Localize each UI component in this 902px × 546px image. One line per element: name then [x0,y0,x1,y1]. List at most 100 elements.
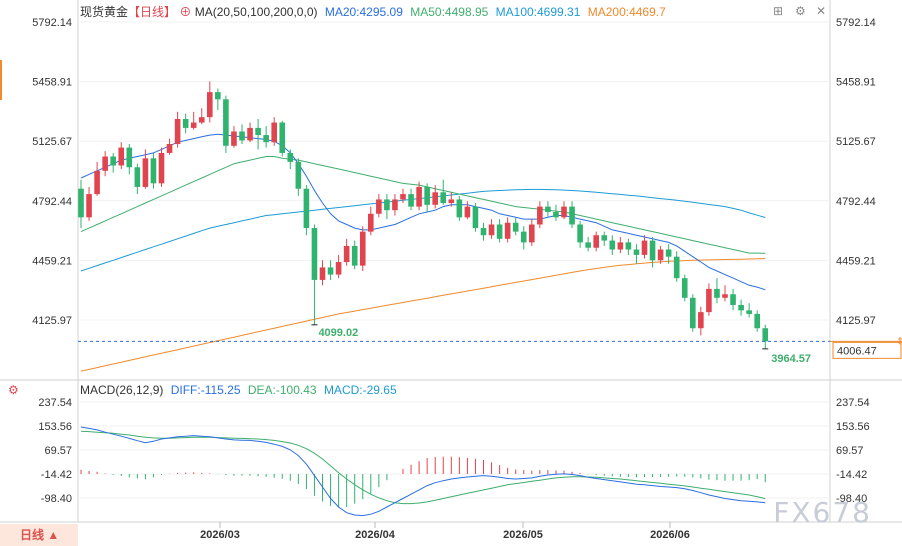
candle-body [343,245,350,263]
price-tick-left: 4792.44 [32,196,72,208]
candle-body [496,224,503,239]
candle-body [698,312,704,329]
candle-body [142,158,149,187]
candle-body [561,206,567,218]
candle-body [625,242,632,250]
macd-lines [80,426,766,517]
candle-body [504,222,511,239]
date-label: 2026/03 [200,529,240,541]
candle-body [738,304,744,311]
candle-body [569,206,575,225]
ma100-line [80,188,766,272]
candlestick-series[interactable] [78,81,769,349]
candle-body [94,170,100,195]
macd-gridlines [78,401,830,499]
candle-body [665,249,672,257]
macd-tick-left: -14.42 [41,469,72,481]
candle-body [512,222,519,232]
main-gridlines [78,21,830,321]
candle-body [553,211,559,218]
candle-body [681,278,688,298]
price-tick-right: 4459.21 [836,255,876,267]
price-tick-left: 4125.97 [32,315,72,327]
candle-body [198,117,205,123]
candle-body [633,249,640,255]
candle-body [376,199,382,214]
candle-body [690,297,696,329]
price-arrow-icon: ⇕ [896,336,902,347]
candle-body [416,186,422,207]
candle-body [271,122,277,143]
macd-tick-right: -98.40 [836,493,867,505]
settings-icon[interactable]: ⊕ [179,5,192,19]
candle-body [359,231,366,266]
period-selector-label: 日线 ▲ [20,528,60,542]
candle-body [593,235,599,248]
settings-gear-icon[interactable]: ⚙ [795,4,806,18]
candle-body [190,122,197,128]
candle-body [472,206,479,229]
price-annotations: 4006.47 ⇕ 4099.02 3964.57 [78,324,902,365]
macd-tick-left: -98.40 [41,493,72,505]
candle-body [126,147,133,168]
macd-legend: MACD(26,12,9) DIFF:-115.25 DEA:-100.43 M… [80,383,397,397]
candle-body [215,92,221,100]
macd-diff-value: DIFF:-115.25 [170,383,241,397]
candle-body [480,228,487,236]
date-label: 2026/04 [355,529,396,541]
candle-body [247,127,253,141]
ma50-line [80,156,766,254]
candle-body [464,206,471,218]
candle-body [392,199,398,211]
candle-body [545,206,551,212]
price-axis: 5792.14 5792.14 5458.91 5458.91 5125.67 5125.… [32,17,876,327]
candle-body [400,194,406,200]
indicator-settings-icon[interactable]: ⚙ [8,383,19,397]
candle-body [601,235,608,241]
chart-legend: 现货黄金【日线】 ⊕ MA(20,50,100,200,0,0) MA20:42… [80,5,666,19]
macd-tick-right: 153.56 [836,421,870,433]
candle-body [303,188,310,229]
candle-body [714,288,720,298]
candle-body [456,199,463,218]
candle-body [311,228,318,280]
candle-body [279,122,286,153]
price-tick-right: 5792.14 [836,17,876,29]
candle-body [754,313,760,329]
add-icon[interactable]: ⊞ [773,4,784,18]
macd-axis: 237.54 237.54 153.56 153.56 69.57 69.57 -14.42… [38,397,869,505]
candle-body [78,188,84,218]
candle-body [408,194,414,207]
low-price-label: 4099.02 [318,327,358,339]
ma200-line [80,258,766,372]
candle-body [166,144,173,153]
candle-body [577,224,583,243]
candle-body [432,192,438,205]
candle-body [440,192,447,204]
watermark: FX678 [773,496,872,529]
diff-line [80,426,766,517]
dea-line [80,430,766,505]
candle-body [520,231,527,243]
macd-value: MACD:-29.65 [323,383,397,397]
close-icon[interactable]: ✕ [816,4,827,18]
date-axis: 2026/03 2026/04 2026/05 2026/06 [200,522,690,541]
candle-body [118,147,125,166]
candle-body [722,294,728,298]
candle-body [231,131,237,146]
candle-body [263,135,269,143]
date-label: 2026/06 [650,529,690,541]
moving-average-lines [80,133,766,372]
candle-body [746,310,752,314]
period-selector-button[interactable]: 日线 ▲ [0,524,78,546]
current-price-box [832,341,902,359]
macd-tick-left: 69.57 [44,445,72,457]
ma20-value: MA20:4295.09 [324,5,403,19]
price-tick-right: 4125.97 [836,315,876,327]
period-label: 【日线】 [128,5,177,19]
candle-body [673,256,680,279]
ma-params: MA(20,50,100,200,0,0) [194,5,318,19]
candle-body [134,167,141,187]
macd-tick-left: 153.56 [38,421,72,433]
